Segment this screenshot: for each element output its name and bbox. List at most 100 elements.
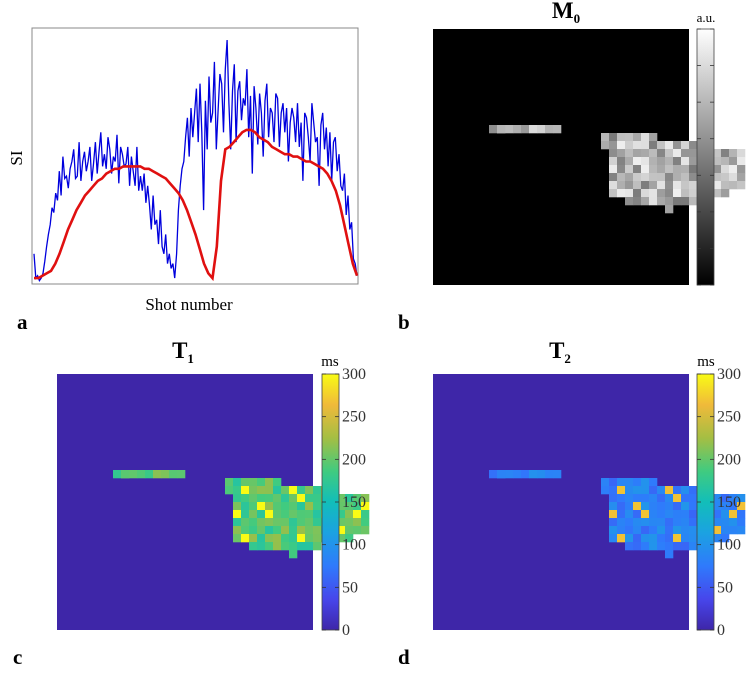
- tissue-pixel: [673, 494, 682, 503]
- tissue-pixel: [665, 189, 674, 198]
- tissue-pixel: [313, 542, 322, 551]
- tissue-pixel: [641, 149, 650, 158]
- tissue-pixel: [681, 197, 690, 206]
- tissue-pixel: [353, 526, 362, 535]
- tissue-pixel: [345, 494, 354, 503]
- tissue-pixel: [313, 486, 322, 495]
- panel-title-b: M0: [552, 0, 580, 26]
- tissue-pixel: [289, 542, 298, 551]
- tissue-pixel: [521, 125, 530, 134]
- tissue-pixel: [257, 518, 266, 527]
- colorbar-tick-label: 150: [342, 494, 366, 511]
- tissue-pixel: [633, 149, 642, 158]
- panel-label-d: d: [398, 645, 410, 668]
- tissue-pixel: [297, 518, 306, 527]
- tissue-pixel: [617, 181, 626, 190]
- tissue-pixel: [273, 486, 282, 495]
- tissue-pixel: [233, 502, 242, 511]
- tissue-pixel: [673, 157, 682, 166]
- tissue-pixel: [617, 149, 626, 158]
- tissue-pixel: [249, 486, 258, 495]
- tissue-pixel: [681, 518, 690, 527]
- tissue-pixel: [625, 486, 634, 495]
- tissue-pixel: [241, 534, 250, 543]
- tissue-pixel: [241, 478, 250, 487]
- tissue-pixel: [665, 494, 674, 503]
- tissue-pixel: [665, 157, 674, 166]
- panel-title-c: T1: [172, 338, 194, 366]
- tissue-pixel: [641, 133, 650, 142]
- tissue-pixel: [681, 141, 690, 150]
- tissue-pixel: [641, 542, 650, 551]
- tissue-pixel: [649, 534, 658, 543]
- tissue-pixel: [297, 542, 306, 551]
- tissue-pixel: [721, 502, 730, 511]
- tissue-pixel: [177, 470, 186, 479]
- tissue-pixel: [281, 494, 290, 503]
- tissue-pixel: [633, 173, 642, 182]
- tissue-pixel: [673, 165, 682, 174]
- tissue-pixel: [657, 189, 666, 198]
- tissue-pixel: [609, 486, 618, 495]
- tissue-pixel: [297, 486, 306, 495]
- tissue-pixel: [169, 470, 178, 479]
- tissue-pixel: [233, 494, 242, 503]
- tissue-pixel: [721, 534, 730, 543]
- tissue-pixel: [633, 510, 642, 519]
- tissue-pixel: [713, 518, 722, 527]
- tissue-pixel: [737, 173, 746, 182]
- tissue-pixel: [249, 494, 258, 503]
- colorbar-tick-label: 200: [717, 451, 741, 468]
- fit-line: [34, 128, 359, 282]
- tissue-pixel: [289, 550, 298, 559]
- tissue-pixel: [489, 125, 498, 134]
- tissue-pixel: [673, 197, 682, 206]
- tissue-pixel: [337, 494, 346, 503]
- tissue-pixel: [649, 526, 658, 535]
- tissue-pixel: [249, 526, 258, 535]
- tissue-pixel: [265, 518, 274, 527]
- tissue-pixels-c: [113, 470, 370, 559]
- tissue-pixel: [305, 494, 314, 503]
- tissue-pixel: [649, 494, 658, 503]
- tissue-pixel: [681, 542, 690, 551]
- tissue-pixel: [673, 181, 682, 190]
- tissue-pixel: [689, 141, 698, 150]
- tissue-pixel: [249, 542, 258, 551]
- tissue-pixel: [657, 149, 666, 158]
- tissue-pixel: [249, 510, 258, 519]
- tissue-pixel: [721, 149, 730, 158]
- tissue-pixel: [721, 494, 730, 503]
- tissue-pixel: [673, 141, 682, 150]
- tissue-pixel: [145, 470, 154, 479]
- tissue-pixel: [681, 486, 690, 495]
- tissue-pixel: [721, 518, 730, 527]
- tissue-pixel: [657, 510, 666, 519]
- tissue-pixel: [241, 518, 250, 527]
- tissue-pixel: [289, 526, 298, 535]
- tissue-pixel: [673, 486, 682, 495]
- tissue-pixel: [257, 494, 266, 503]
- tissue-pixel: [625, 502, 634, 511]
- tissue-pixel: [297, 534, 306, 543]
- tissue-pixel: [273, 518, 282, 527]
- tissue-pixel: [713, 502, 722, 511]
- tissue-pixel: [257, 478, 266, 487]
- tissue-pixel: [241, 526, 250, 535]
- tissue-pixel: [633, 478, 642, 487]
- tissue-pixel: [721, 165, 730, 174]
- tissue-pixel: [633, 165, 642, 174]
- tissue-pixel: [657, 165, 666, 174]
- tissue-pixel: [681, 526, 690, 535]
- tissue-pixel: [657, 542, 666, 551]
- tissue-pixel: [241, 494, 250, 503]
- colorbar-b: [696, 28, 715, 286]
- tissue-pixel: [665, 502, 674, 511]
- tissue-pixel: [281, 518, 290, 527]
- tissue-pixel: [249, 502, 258, 511]
- tissue-pixel: [625, 149, 634, 158]
- colorbar-tick-label: 100: [717, 537, 741, 554]
- panel-label-c: c: [13, 645, 22, 668]
- tissue-pixel: [361, 518, 370, 527]
- tissue-pixel: [633, 141, 642, 150]
